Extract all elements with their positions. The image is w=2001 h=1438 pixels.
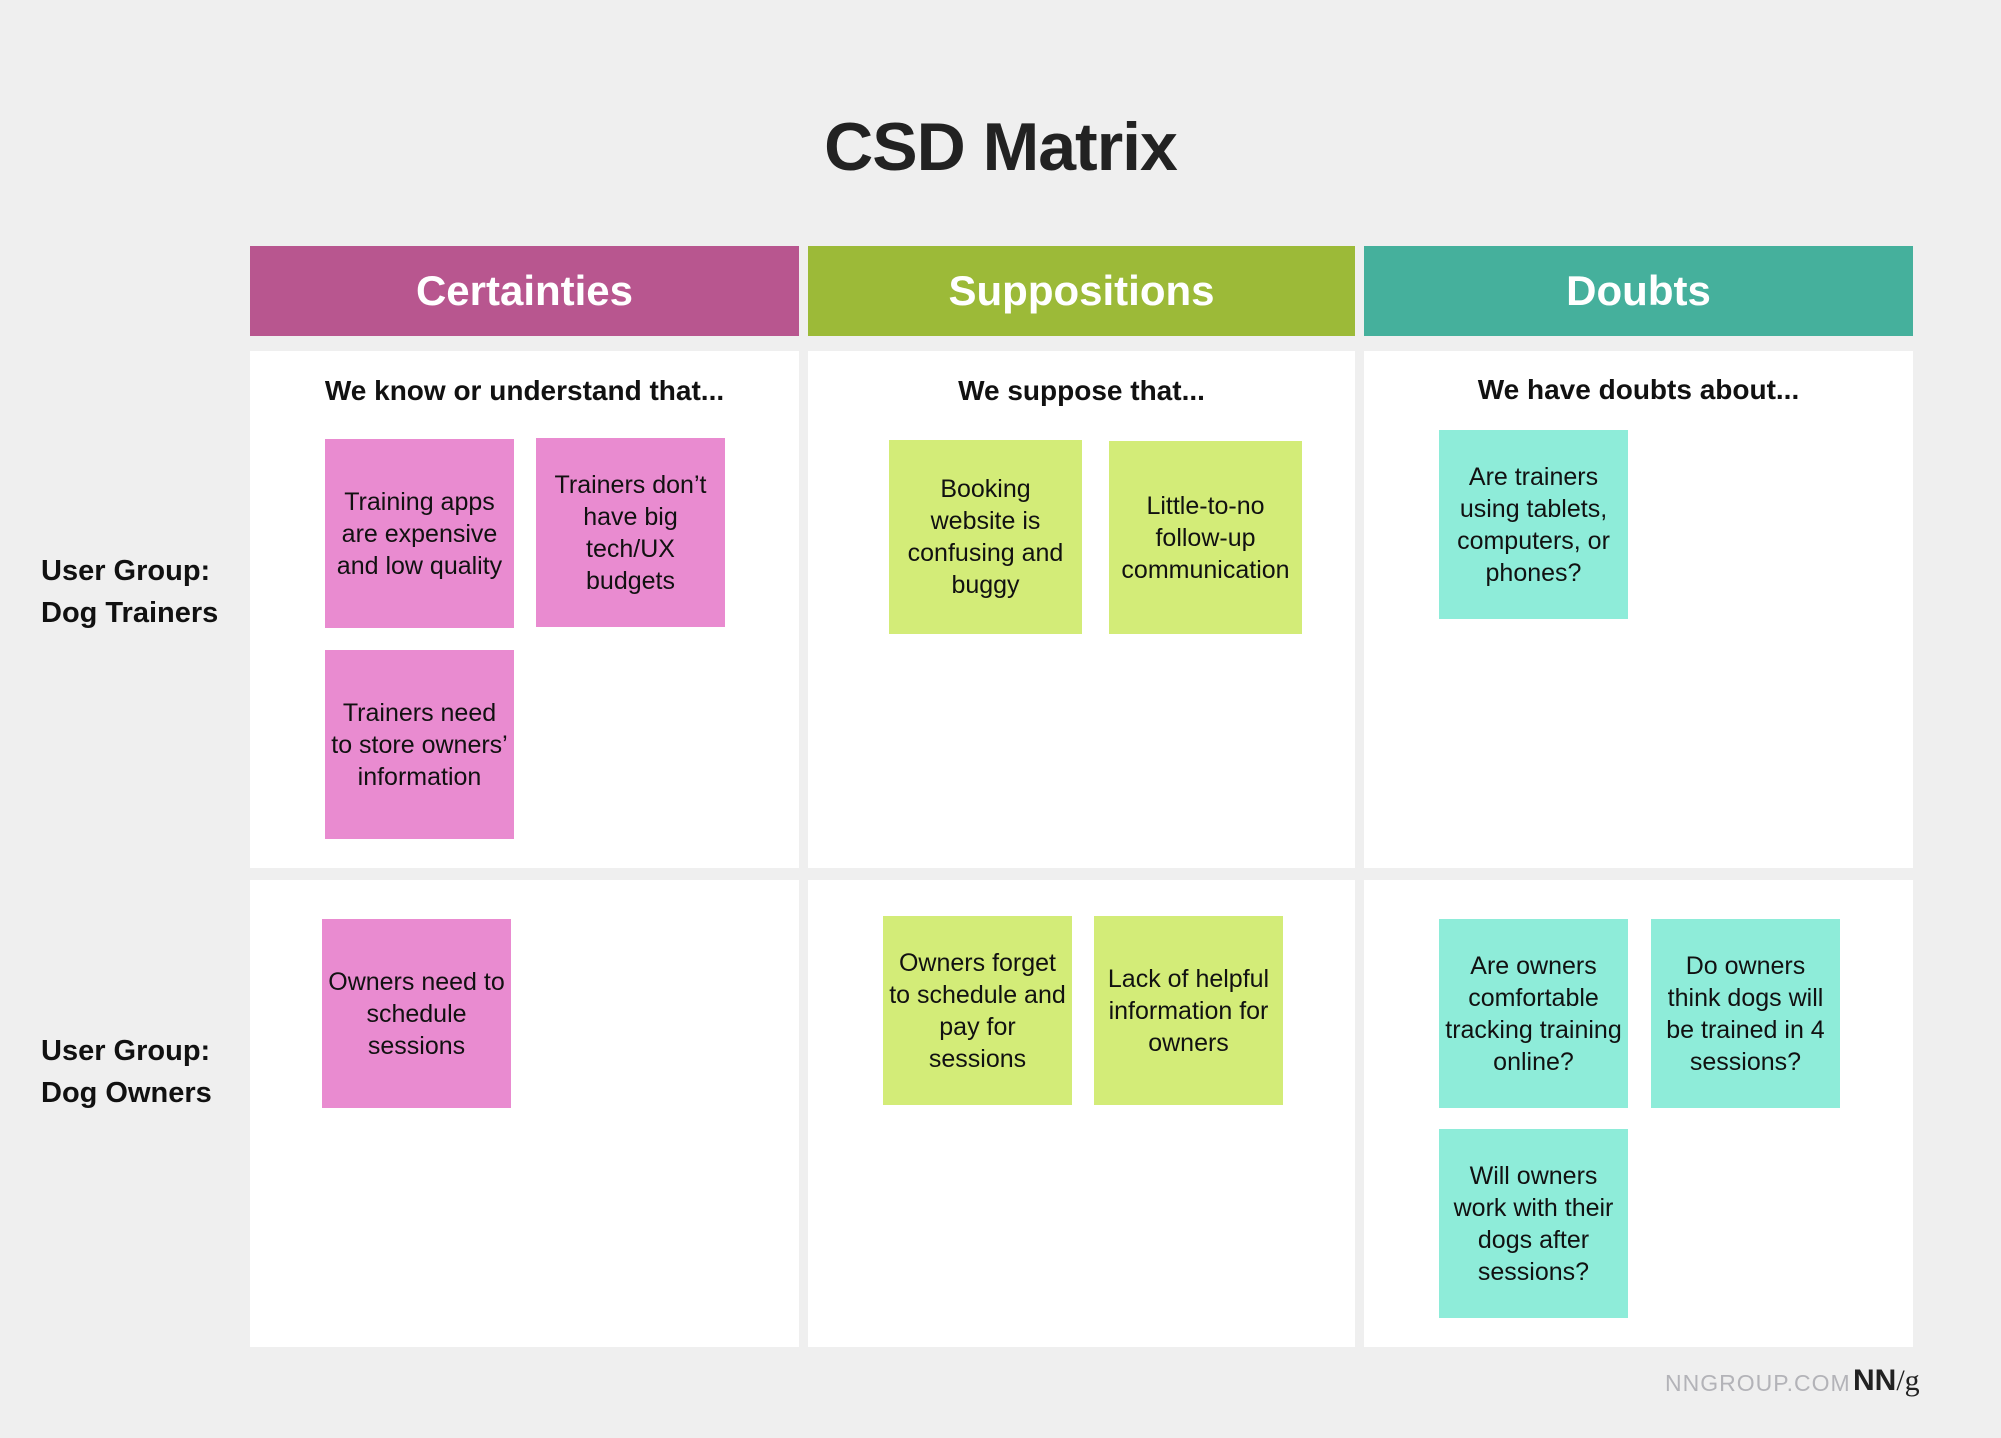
row-label-dog-owners: User Group: Dog Owners: [41, 1030, 212, 1114]
subtitle-suppositions: We suppose that...: [958, 375, 1205, 406]
sticky-note: Training apps are expensive and low qual…: [325, 439, 514, 628]
subtitle-certainties: We know or understand that...: [324, 375, 725, 406]
column-header-doubts: Doubts: [1364, 246, 1913, 336]
sticky-note: Trainers don’t have big tech/UX budgets: [536, 438, 725, 627]
column-header-certainties: Certainties: [250, 246, 799, 336]
sticky-note: Lack of helpful information for owners: [1094, 916, 1283, 1105]
sticky-note: Trainers need to store owners’ informati…: [325, 650, 514, 839]
sticky-note: Little-to-no follow-up communication: [1109, 441, 1302, 634]
sticky-note: Are owners comfortable tracking training…: [1439, 919, 1628, 1108]
subtitle-doubts: We have doubts about...: [1477, 374, 1800, 405]
row-label-line1: User Group:: [41, 555, 211, 587]
sticky-note: Owners forget to schedule and pay for se…: [883, 916, 1072, 1105]
column-header-suppositions: Suppositions: [808, 246, 1355, 336]
sticky-note: Will owners work with their dogs after s…: [1439, 1129, 1628, 1318]
page-title: CSD Matrix: [824, 109, 1178, 185]
logo-bold: NN: [1853, 1364, 1897, 1397]
footer-site-link[interactable]: NNGROUP.COM: [1665, 1370, 1851, 1396]
row-label-line1: User Group:: [41, 1035, 211, 1067]
sticky-note: Booking website is confusing and buggy: [889, 440, 1082, 634]
row-label-dog-trainers: User Group: Dog Trainers: [41, 550, 218, 634]
sticky-note: Do owners think dogs will be trained in …: [1651, 919, 1840, 1108]
logo-rest: /g: [1896, 1364, 1920, 1397]
sticky-note: Owners need to schedule sessions: [322, 919, 511, 1108]
row-label-line2: Dog Trainers: [41, 597, 219, 629]
sticky-note: Are trainers using tablets, computers, o…: [1439, 430, 1628, 619]
nng-logo: NN/g: [1853, 1364, 1920, 1398]
row-label-line2: Dog Owners: [41, 1077, 212, 1109]
